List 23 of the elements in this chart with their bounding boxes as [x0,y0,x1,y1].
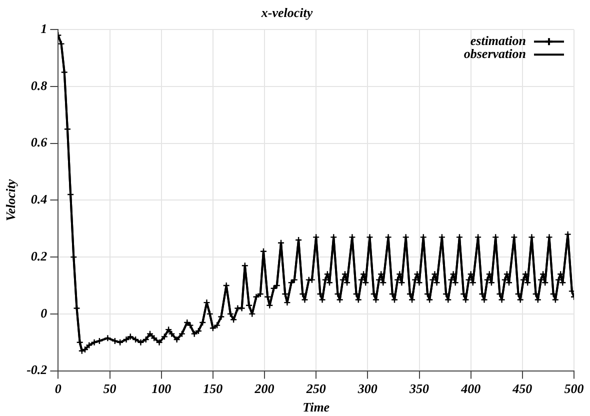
x-tick-label: 150 [203,380,224,396]
y-axis-title: Velocity [3,179,18,222]
y-tick-label: 0.6 [30,134,48,150]
y-tick-label: 0 [40,305,48,320]
y-tick-label: 1 [40,20,48,36]
x-tick-label: 100 [152,380,172,396]
x-tick-label: 500 [564,380,584,396]
y-tick-label: -0.2 [26,362,48,378]
y-tick-label: 0.2 [30,248,48,264]
x-tick-label: 200 [254,380,275,396]
x-tick-label: 0 [54,380,62,396]
x-tick-label: 450 [512,380,533,396]
chart-title: x-velocity [260,5,313,20]
legend-label: observation [464,46,526,61]
x-tick-label: 50 [103,380,117,396]
x-axis-title: Time [302,400,330,415]
x-tick-label: 350 [408,380,430,396]
x-tick-label: 400 [460,380,482,396]
x-tick-label: 300 [356,380,378,396]
y-tick-label: 0.4 [30,192,48,207]
y-tick-label: 0.8 [30,78,48,93]
x-tick-label: 250 [305,380,326,396]
legend-label: estimation [470,32,526,48]
